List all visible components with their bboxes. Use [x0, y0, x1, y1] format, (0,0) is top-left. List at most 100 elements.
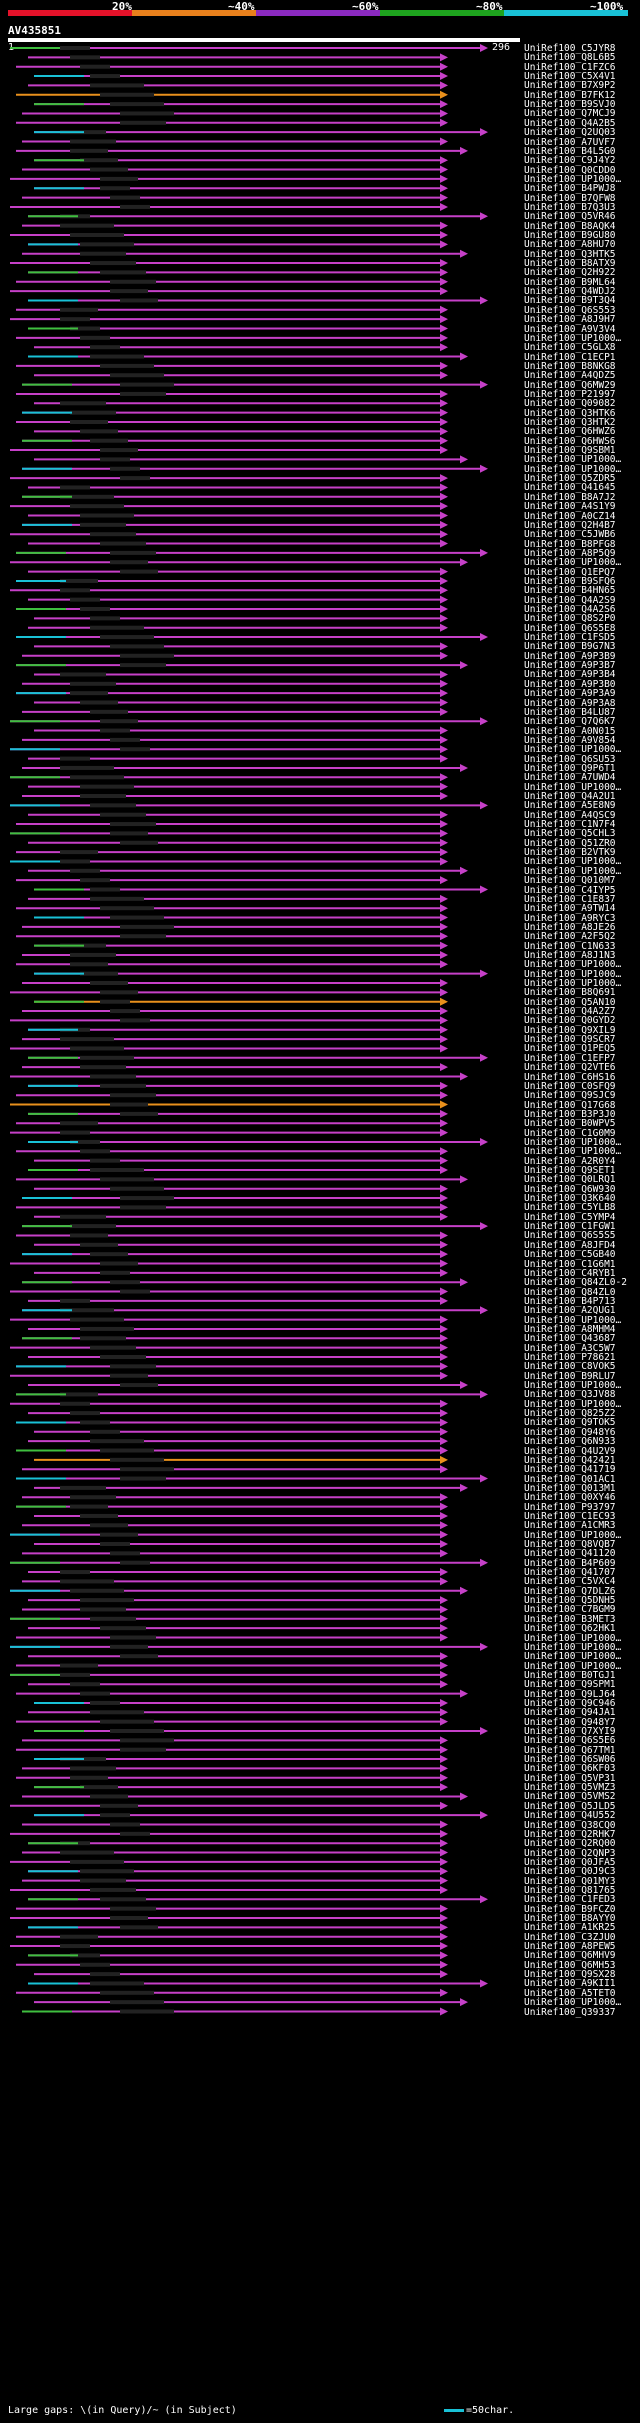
hit-label[interactable]: UniRef100_B7Q3U3: [524, 201, 616, 213]
hit-label[interactable]: UniRef100_Q1EPQ7: [524, 566, 616, 578]
hit-label[interactable]: UniRef100_C7BGM9: [524, 1604, 616, 1616]
hit-label[interactable]: UniRef100_UP1000…: [524, 1651, 622, 1663]
hit-label[interactable]: UniRef100_B4P609: [524, 1557, 616, 1569]
hit-label[interactable]: UniRef100_Q6SW06: [524, 1754, 616, 1766]
hit-label[interactable]: UniRef100_Q948Y6: [524, 1426, 616, 1438]
hit-label[interactable]: UniRef100_Q0J9C3: [524, 1866, 616, 1878]
hit-label[interactable]: UniRef100_B7FK12: [524, 89, 616, 101]
hit-label[interactable]: UniRef100_A9RYC3: [524, 912, 616, 924]
hit-label[interactable]: UniRef100_A8P5Q9: [524, 547, 616, 559]
hit-label[interactable]: UniRef100_B9SVJ0: [524, 99, 616, 111]
hit-label[interactable]: UniRef100_Q41645: [524, 482, 616, 494]
hit-label[interactable]: UniRef100_Q9P6T1: [524, 762, 616, 774]
hit-label[interactable]: UniRef100_Q5VP31: [524, 1772, 616, 1784]
hit-label[interactable]: UniRef100_UP1000…: [524, 1529, 622, 1541]
hit-label[interactable]: UniRef100_UP1000…: [524, 856, 622, 868]
hit-label[interactable]: UniRef100_A4QSC9: [524, 809, 616, 821]
hit-label[interactable]: UniRef100_A4QDZ5: [524, 370, 616, 382]
hit-label[interactable]: UniRef100_UP1000…: [524, 959, 622, 971]
hit-label[interactable]: UniRef100_Q81765: [524, 1884, 616, 1896]
hit-label[interactable]: UniRef100_UP1000…: [524, 1398, 622, 1410]
hit-label[interactable]: UniRef100_Q9SJC9: [524, 1090, 616, 1102]
hit-label[interactable]: UniRef100_Q6S5E8: [524, 622, 616, 634]
hit-label[interactable]: UniRef100_UP1000…: [524, 332, 622, 344]
hit-label[interactable]: UniRef100_B9G7N3: [524, 641, 616, 653]
hit-label[interactable]: UniRef100_A0N015: [524, 725, 616, 737]
hit-label[interactable]: UniRef100_Q6MHV9: [524, 1950, 616, 1962]
hit-label[interactable]: UniRef100_Q09082: [524, 398, 616, 410]
hit-label[interactable]: UniRef100_A3C5W7: [524, 1342, 616, 1354]
hit-label[interactable]: UniRef100_Q3HTK2: [524, 417, 616, 428]
hit-label[interactable]: UniRef100_Q41707: [524, 1567, 616, 1579]
hit-label[interactable]: UniRef100_A9V3V4: [524, 323, 616, 335]
hit-label[interactable]: UniRef100_Q8S2P0: [524, 613, 616, 625]
hit-label[interactable]: UniRef100_A8MHM4: [524, 1323, 616, 1335]
hit-label[interactable]: UniRef100_Q5AN10: [524, 996, 616, 1008]
hit-label[interactable]: UniRef100_Q17G68: [524, 1099, 616, 1111]
hit-label[interactable]: UniRef100_B8A7J2: [524, 491, 616, 503]
hit-label[interactable]: UniRef100_UP1000…: [524, 1997, 622, 2009]
hit-label[interactable]: UniRef100_Q6N933: [524, 1436, 616, 1448]
hit-label[interactable]: UniRef100_B0TGJ1: [524, 1669, 616, 1681]
hit-label[interactable]: UniRef100_B3P3J0: [524, 1108, 616, 1120]
hit-label[interactable]: UniRef100_Q9SCR7: [524, 1034, 616, 1046]
hit-label[interactable]: UniRef100_B8Q691: [524, 987, 616, 999]
hit-label[interactable]: UniRef100_A8JFD4: [524, 1239, 616, 1251]
hit-label[interactable]: UniRef100_Q5VR46: [524, 211, 616, 223]
hit-label[interactable]: UniRef100_Q41719: [524, 1464, 616, 1476]
hit-label[interactable]: UniRef100_C1EC93: [524, 1510, 616, 1522]
hit-label[interactable]: UniRef100_C4IYP5: [524, 884, 616, 896]
hit-label[interactable]: UniRef100_Q9LJ64: [524, 1688, 616, 1700]
hit-label[interactable]: UniRef100_Q3JV88: [524, 1389, 616, 1401]
hit-label[interactable]: UniRef100_Q2QNP3: [524, 1847, 616, 1859]
hit-label[interactable]: UniRef100_C1FGW1: [524, 1221, 616, 1233]
hit-label[interactable]: UniRef100_Q84ZL0-2: [524, 1277, 627, 1289]
hit-label[interactable]: UniRef100_Q9SBM1: [524, 445, 616, 457]
hit-label[interactable]: UniRef100_Q62HK1: [524, 1623, 616, 1635]
hit-label[interactable]: UniRef100_B8AQK4: [524, 220, 616, 232]
hit-label[interactable]: UniRef100_C1FZC6: [524, 61, 616, 73]
hit-label[interactable]: UniRef100_Q4A2B5: [524, 117, 616, 129]
hit-label[interactable]: UniRef100_P21997: [524, 388, 616, 400]
hit-label[interactable]: UniRef100_B8ATX9: [524, 258, 616, 270]
hit-label[interactable]: UniRef100_Q9C946: [524, 1697, 616, 1709]
hit-label[interactable]: UniRef100_C1G6M1: [524, 1258, 616, 1270]
hit-label[interactable]: UniRef100_Q6HWS6: [524, 435, 616, 447]
hit-label[interactable]: UniRef100_Q6S5S5: [524, 1230, 616, 1242]
hit-label[interactable]: UniRef100_C5JWB6: [524, 529, 616, 541]
hit-label[interactable]: UniRef100_A9P3B9: [524, 650, 616, 662]
hit-label[interactable]: UniRef100_A5TET0: [524, 1987, 616, 1999]
hit-label[interactable]: UniRef100_Q0CDD0: [524, 164, 616, 176]
hit-label[interactable]: UniRef100_Q9SPM1: [524, 1679, 616, 1691]
hit-label[interactable]: UniRef100_C5X4V1: [524, 71, 616, 83]
hit-label[interactable]: UniRef100_UP1000…: [524, 1146, 622, 1158]
hit-label[interactable]: UniRef100_Q2UQ03: [524, 127, 616, 139]
hit-label[interactable]: UniRef100_C8VOK5: [524, 1361, 616, 1373]
hit-label[interactable]: UniRef100_Q0JFA5: [524, 1856, 616, 1868]
hit-label[interactable]: UniRef100_C1FSD5: [524, 632, 616, 644]
hit-label[interactable]: UniRef100_Q0LRQ1: [524, 1174, 616, 1186]
hit-label[interactable]: UniRef100_B7QFW8: [524, 192, 616, 204]
hit-label[interactable]: UniRef100_Q5DNH5: [524, 1595, 616, 1607]
hit-label[interactable]: UniRef100_B4PWJ8: [524, 183, 616, 195]
hit-label[interactable]: UniRef100_B9FCZ0: [524, 1903, 616, 1915]
hit-label[interactable]: UniRef100_Q0XY46: [524, 1492, 616, 1504]
hit-label[interactable]: UniRef100_Q7DLZ6: [524, 1585, 616, 1597]
hit-label[interactable]: UniRef100_Q6MW29: [524, 379, 616, 391]
hit-label[interactable]: UniRef100_C4RYB1: [524, 1267, 616, 1279]
hit-label[interactable]: UniRef100_A8HU70: [524, 239, 616, 251]
hit-label[interactable]: UniRef100_C5YLB8: [524, 1202, 616, 1214]
hit-label[interactable]: UniRef100_P78621: [524, 1352, 616, 1363]
hit-label[interactable]: UniRef100_Q3K640: [524, 1193, 616, 1205]
hit-label[interactable]: UniRef100_Q948Y7: [524, 1716, 616, 1728]
hit-label[interactable]: UniRef100_C3ZJU0: [524, 1931, 616, 1943]
hit-label[interactable]: UniRef100_C1FED3: [524, 1894, 616, 1906]
hit-label[interactable]: UniRef100_B0WPV5: [524, 1118, 616, 1130]
hit-label[interactable]: UniRef100_A9P3B4: [524, 669, 616, 681]
hit-label[interactable]: UniRef100_A9V854: [524, 734, 616, 746]
hit-label[interactable]: UniRef100_C9J4Y2: [524, 155, 616, 167]
hit-label[interactable]: UniRef100_Q5CHL3: [524, 828, 616, 840]
hit-label[interactable]: UniRef100_UP1000…: [524, 1314, 622, 1326]
hit-label[interactable]: UniRef100_A1KR25: [524, 1922, 616, 1934]
hit-label[interactable]: UniRef100_B9ML64: [524, 276, 616, 288]
